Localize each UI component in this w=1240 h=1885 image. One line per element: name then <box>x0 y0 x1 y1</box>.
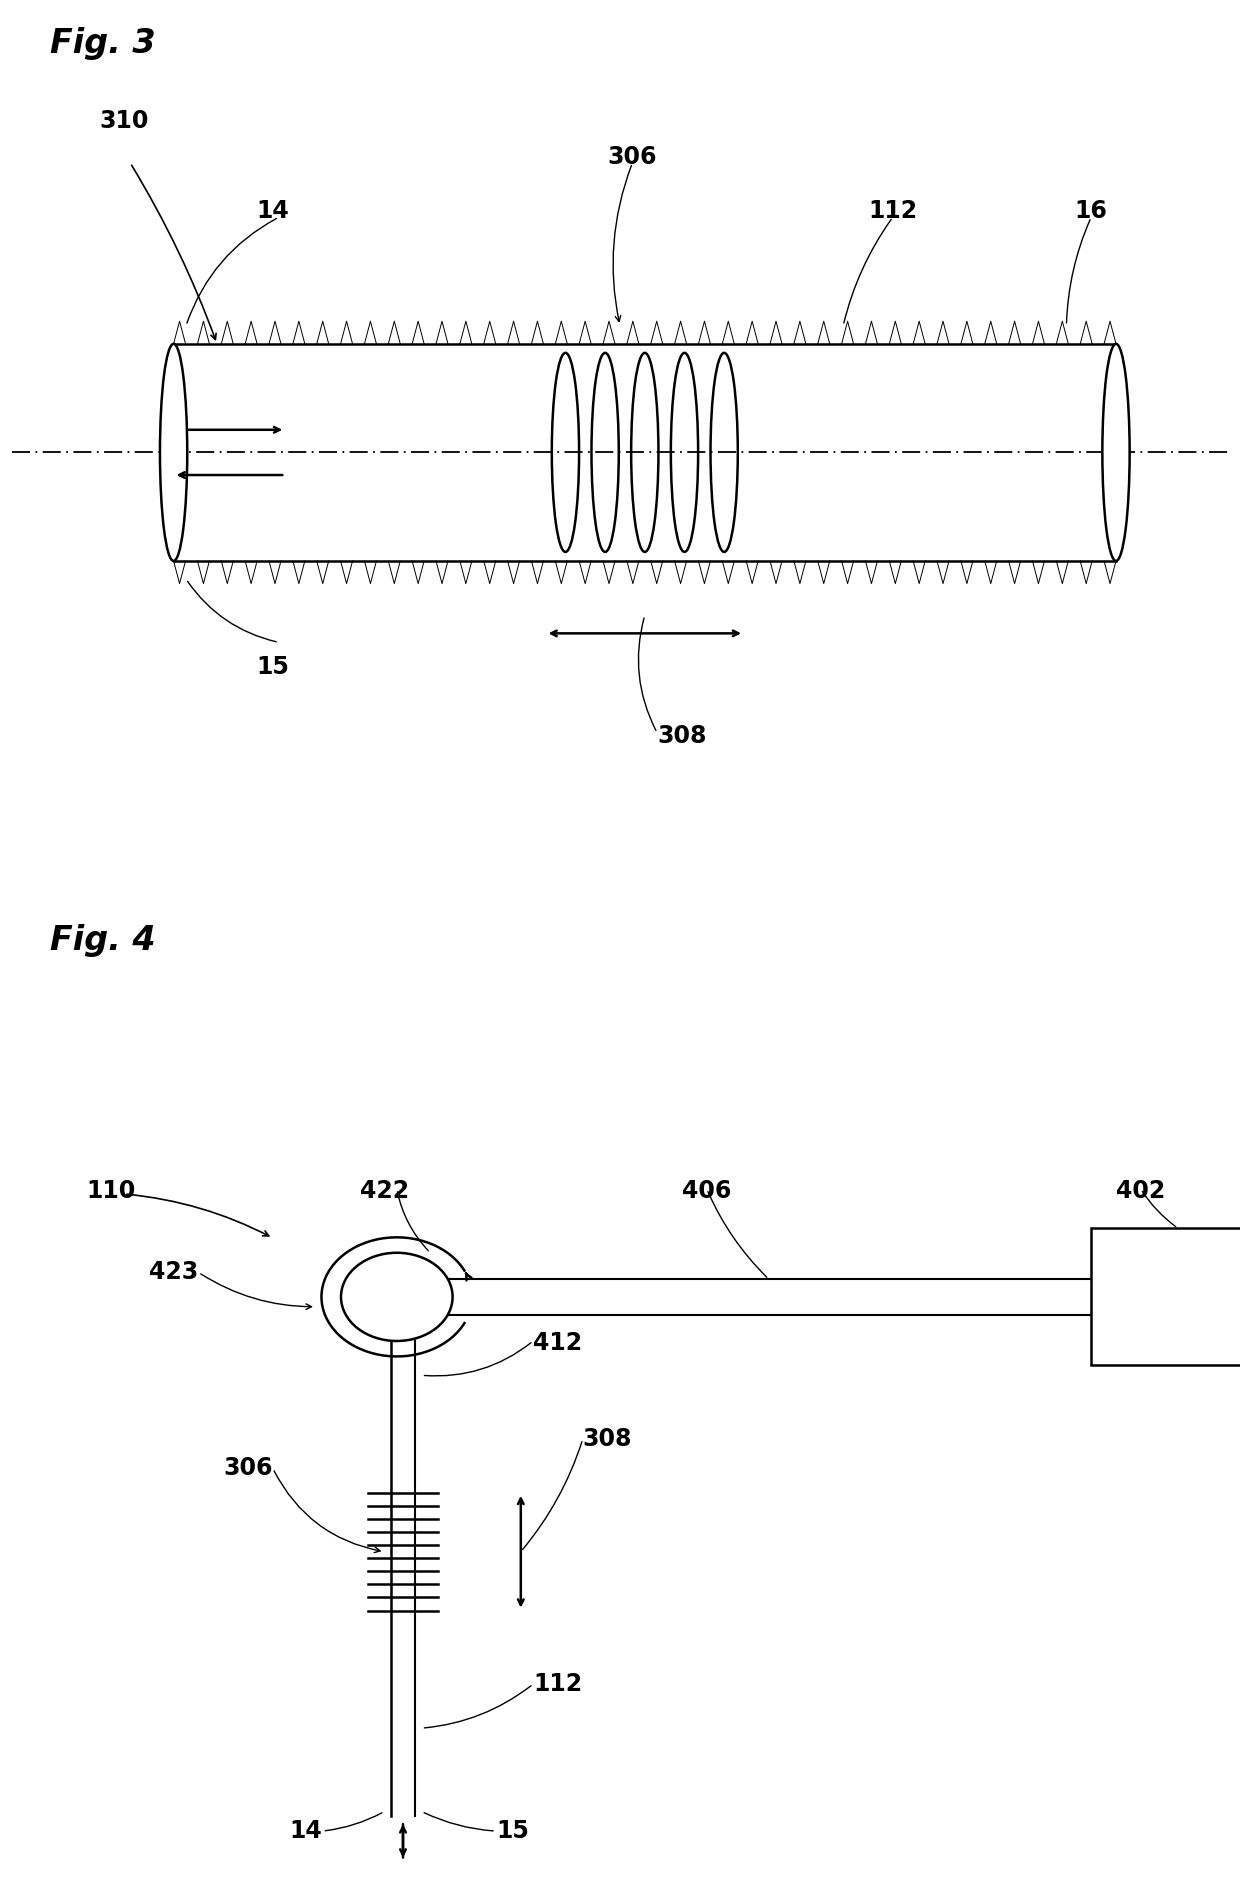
Text: 422: 422 <box>360 1180 409 1203</box>
Text: 406: 406 <box>682 1180 732 1203</box>
Text: 15: 15 <box>257 654 289 679</box>
Ellipse shape <box>1102 343 1130 562</box>
Text: 402: 402 <box>1116 1180 1166 1203</box>
Text: 14: 14 <box>257 200 289 222</box>
Circle shape <box>341 1254 453 1340</box>
Text: 308: 308 <box>583 1427 632 1451</box>
Text: 412: 412 <box>533 1331 583 1355</box>
Text: 110: 110 <box>87 1180 136 1203</box>
Text: 423: 423 <box>149 1261 198 1284</box>
Text: Fig. 3: Fig. 3 <box>50 26 155 60</box>
Text: Fig. 4: Fig. 4 <box>50 924 155 958</box>
Text: 306: 306 <box>223 1457 273 1480</box>
Text: 15: 15 <box>496 1819 529 1844</box>
Text: 112: 112 <box>868 200 918 222</box>
Ellipse shape <box>160 343 187 562</box>
Text: 306: 306 <box>608 145 657 170</box>
Bar <box>1091 1229 1240 1365</box>
Text: 112: 112 <box>533 1672 583 1697</box>
Text: 308: 308 <box>657 724 707 748</box>
Text: 16: 16 <box>1075 200 1107 222</box>
Text: 310: 310 <box>99 109 149 132</box>
Text: 14: 14 <box>290 1819 322 1844</box>
